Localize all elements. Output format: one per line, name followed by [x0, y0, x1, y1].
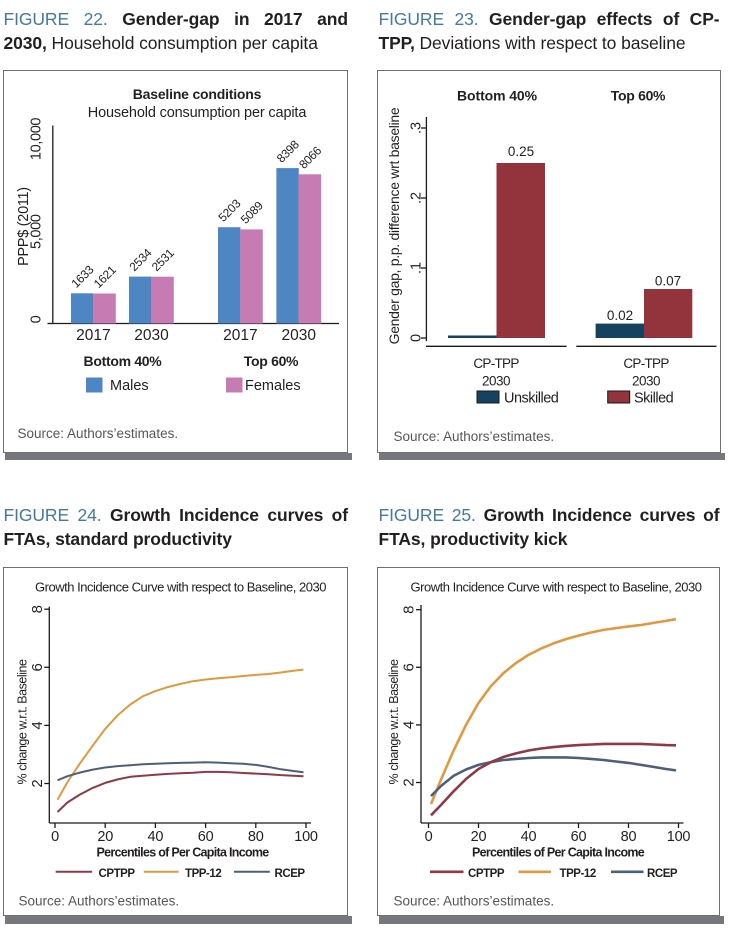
- svg-text:TPP-12: TPP-12: [560, 868, 596, 880]
- svg-text:Source: Authors’estimates.: Source: Authors’estimates.: [394, 429, 555, 444]
- svg-text:Baseline conditions: Baseline conditions: [133, 86, 262, 102]
- svg-text:CP-TPP: CP-TPP: [623, 356, 669, 371]
- svg-text:100: 100: [294, 829, 318, 845]
- svg-text:20: 20: [97, 829, 113, 845]
- svg-text:0: 0: [29, 315, 45, 323]
- svg-text:Percentiles of Per Capita Inco: Percentiles of Per Capita Income: [472, 846, 645, 860]
- svg-text:2531: 2531: [149, 246, 177, 274]
- svg-text:% change w.r.t. Baseline: % change w.r.t. Baseline: [387, 659, 401, 784]
- svg-text:4: 4: [401, 721, 418, 729]
- svg-text:RCEP: RCEP: [275, 868, 306, 880]
- svg-text:5203: 5203: [215, 196, 243, 224]
- svg-text:Gender gap, p.p. difference wr: Gender gap, p.p. difference wrt baseline: [386, 107, 402, 344]
- svg-text:2017: 2017: [76, 327, 110, 344]
- svg-text:2: 2: [401, 778, 418, 786]
- svg-text:0.07: 0.07: [655, 274, 681, 289]
- svg-text:60: 60: [571, 829, 587, 845]
- svg-text:1633: 1633: [68, 262, 96, 290]
- svg-text:2030: 2030: [482, 374, 510, 389]
- svg-text:Source: Authors’estimates.: Source: Authors’estimates.: [18, 426, 179, 441]
- svg-text:1621: 1621: [91, 262, 119, 290]
- svg-text:% change w.r.t. Baseline: % change w.r.t. Baseline: [16, 659, 30, 784]
- svg-text:6: 6: [401, 663, 418, 671]
- svg-text:4: 4: [29, 721, 46, 729]
- svg-text:40: 40: [521, 829, 537, 845]
- svg-text:Growth Incidence Curve with re: Growth Incidence Curve with respect to B…: [35, 580, 326, 595]
- svg-text:2534: 2534: [126, 246, 154, 274]
- svg-text:100: 100: [667, 829, 691, 845]
- svg-text:RCEP: RCEP: [647, 868, 678, 880]
- svg-text:TPP-12: TPP-12: [185, 868, 221, 880]
- svg-text:0.02: 0.02: [607, 308, 633, 323]
- svg-text:Source: Authors’estimates.: Source: Authors’estimates.: [19, 894, 180, 909]
- svg-text:0.25: 0.25: [508, 144, 534, 159]
- svg-text:5089: 5089: [238, 198, 266, 226]
- svg-text:8: 8: [29, 605, 46, 613]
- svg-text:0: 0: [409, 334, 425, 342]
- svg-text:20: 20: [471, 829, 487, 845]
- svg-text:5,000: 5,000: [29, 214, 45, 249]
- svg-text:PPP$ (2011): PPP$ (2011): [16, 187, 32, 266]
- svg-text:CP-TPP: CP-TPP: [473, 356, 519, 371]
- svg-text:10,000: 10,000: [29, 118, 45, 161]
- svg-text:0: 0: [425, 829, 433, 845]
- svg-text:2030: 2030: [134, 327, 169, 344]
- svg-text:80: 80: [621, 829, 637, 845]
- svg-text:Top 60%: Top 60%: [611, 88, 666, 104]
- svg-text:Household consumption per capi: Household consumption per capita: [88, 105, 308, 121]
- svg-text:40: 40: [148, 829, 164, 845]
- svg-text:.2: .2: [409, 192, 425, 204]
- svg-text:2017: 2017: [223, 327, 257, 344]
- svg-text:.3: .3: [409, 122, 425, 134]
- svg-text:Bottom 40%: Bottom 40%: [457, 88, 538, 104]
- svg-text:2030: 2030: [282, 327, 317, 344]
- svg-text:Percentiles of Per Capita Inco: Percentiles of Per Capita Income: [96, 846, 269, 860]
- svg-text:Bottom 40%: Bottom 40%: [84, 353, 163, 369]
- svg-text:Growth Incidence Curve with re: Growth Incidence Curve with respect to B…: [410, 580, 701, 595]
- svg-text:Females: Females: [245, 378, 301, 394]
- svg-text:Males: Males: [110, 378, 149, 394]
- svg-text:Unskilled: Unskilled: [504, 391, 559, 407]
- svg-text:80: 80: [248, 829, 264, 845]
- svg-text:8: 8: [401, 606, 418, 614]
- svg-text:Top 60%: Top 60%: [244, 353, 299, 369]
- svg-text:2030: 2030: [632, 374, 660, 389]
- svg-text:60: 60: [198, 829, 214, 845]
- svg-text:Skilled: Skilled: [634, 391, 674, 407]
- svg-text:CPTPP: CPTPP: [99, 868, 136, 880]
- svg-text:.1: .1: [409, 262, 425, 274]
- svg-text:CPTPP: CPTPP: [468, 868, 505, 880]
- svg-text:0: 0: [51, 829, 59, 845]
- svg-text:Source: Authors’estimates.: Source: Authors’estimates.: [394, 894, 555, 909]
- svg-text:2: 2: [29, 779, 46, 787]
- svg-text:6: 6: [29, 663, 46, 671]
